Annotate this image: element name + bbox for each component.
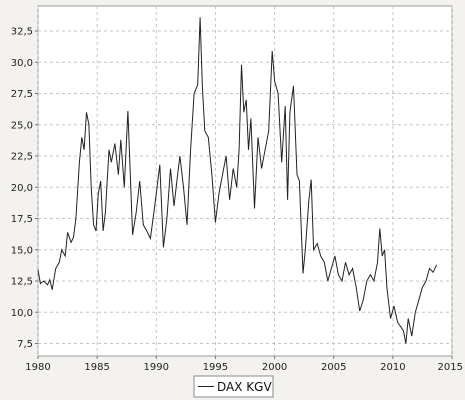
x-tick-label: 2015 bbox=[438, 362, 463, 373]
y-tick-label: 17,5 bbox=[11, 214, 33, 225]
x-axis-ticks: 1980 1985 1990 1995 2000 2005 2010 2015 bbox=[25, 356, 463, 373]
plot-area bbox=[37, 5, 453, 357]
y-tick-label: 30,0 bbox=[11, 58, 33, 69]
x-tick-label: 1985 bbox=[84, 362, 109, 373]
y-tick-label: 27,5 bbox=[11, 89, 33, 100]
legend-label: DAX KGV bbox=[217, 380, 272, 394]
x-tick-label: 2005 bbox=[321, 362, 346, 373]
y-tick-label: 12,5 bbox=[11, 277, 33, 288]
y-tick-label: 10,0 bbox=[11, 308, 33, 319]
x-tick-label: 2010 bbox=[380, 362, 405, 373]
y-tick-label: 20,0 bbox=[11, 183, 33, 194]
y-tick-label: 22,5 bbox=[11, 152, 33, 163]
x-tick-label: 1995 bbox=[203, 362, 228, 373]
series-line-dax-kgv bbox=[37, 17, 438, 344]
legend-box bbox=[193, 375, 274, 398]
x-tick-label: 1990 bbox=[144, 362, 169, 373]
x-tick-label: 2000 bbox=[262, 362, 287, 373]
y-tick-label: 7,5 bbox=[17, 339, 33, 350]
y-axis-ticks: 7,5 10,0 12,5 15,0 17,5 20,0 22,5 25,0 27,5 30,0 3… bbox=[11, 27, 38, 350]
y-tick-label: 32,5 bbox=[11, 27, 33, 38]
legend: DAX KGV bbox=[193, 375, 274, 398]
y-tick-label: 15,0 bbox=[11, 245, 33, 256]
y-tick-label: 25,0 bbox=[11, 120, 33, 131]
x-tick-label: 1980 bbox=[25, 362, 50, 373]
